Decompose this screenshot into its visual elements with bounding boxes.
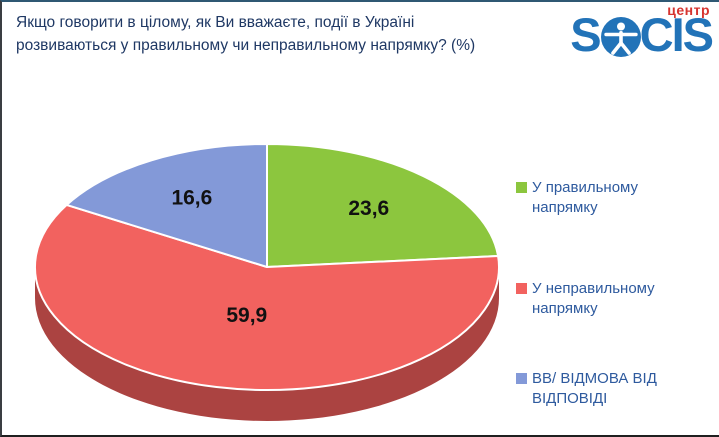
legend-swatch-red <box>516 283 527 294</box>
logo-letters-cis: CIS <box>639 8 714 61</box>
legend-item-vidmova: ВВ/ ВІДМОВА ВІД ВІДПОВІДІ <box>516 369 692 408</box>
logo-letter-s: S <box>570 8 601 61</box>
logo-centr-label: центр <box>667 2 710 18</box>
legend-swatch-blue <box>516 373 527 384</box>
legend-item-nepravylnyi: У неправильному напрямку <box>516 279 692 318</box>
socis-logo: центр S CIS <box>570 2 714 61</box>
logo-wordmark: S CIS <box>570 8 714 61</box>
pie-value-label-1: 59,9 <box>226 304 267 327</box>
legend-label: У неправильному напрямку <box>532 280 655 317</box>
legend-swatch-green <box>516 182 527 193</box>
legend-label: ВВ/ ВІДМОВА ВІД ВІДПОВІДІ <box>532 370 657 407</box>
chart-question-title: Якщо говорити в цілому, як Ви вважаєте, … <box>16 14 476 55</box>
pie-value-label-2: 16,6 <box>171 187 212 210</box>
pie-slice-2 <box>65 143 268 268</box>
vitruvian-man-icon <box>600 16 641 57</box>
legend-label: У правильному напрямку <box>532 179 639 216</box>
pie-value-label-0: 23,6 <box>348 197 389 220</box>
pie-slice-1 <box>34 203 500 391</box>
pie-chart: 23,6 59,9 16,6 <box>34 143 500 421</box>
pie-slice-side-1 <box>35 267 499 421</box>
pie-slice-0 <box>266 143 500 268</box>
legend-item-pravylnyi: У правильному напрямку <box>516 178 692 217</box>
